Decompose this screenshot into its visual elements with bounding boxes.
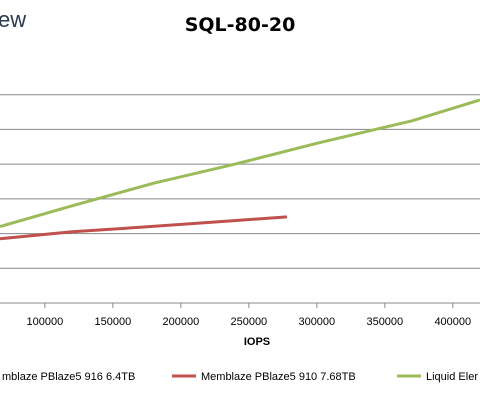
legend-label: Memblaze PBlaze5 910 7.68TB <box>201 371 356 383</box>
chart-title: SQL-80-20 <box>185 14 296 36</box>
logo-fragment: ew <box>0 7 26 32</box>
legend: mblaze PBlaze5 916 6.4TB Memblaze PBlaze5… <box>2 371 478 383</box>
series-line <box>0 215 288 241</box>
x-tick-label: 100000 <box>27 316 64 328</box>
series-lines <box>0 98 480 241</box>
x-tick-label: 350000 <box>366 316 403 328</box>
legend-label: mblaze PBlaze5 916 6.4TB <box>2 371 135 383</box>
x-tick-label: 200000 <box>162 316 199 328</box>
series-line <box>0 98 480 229</box>
x-tick-label: 400000 <box>434 316 471 328</box>
plot-frame <box>0 302 480 308</box>
x-tick-label: 250000 <box>230 316 267 328</box>
gridlines <box>0 94 480 269</box>
x-tick-label: 300000 <box>298 316 335 328</box>
x-axis-title: IOPS <box>244 336 270 348</box>
legend-label: Liquid Eler <box>426 371 478 383</box>
x-tick-label: 150000 <box>95 316 132 328</box>
x-tick-labels: 100000 150000 200000 250000 300000 350000 4000… <box>27 316 472 328</box>
